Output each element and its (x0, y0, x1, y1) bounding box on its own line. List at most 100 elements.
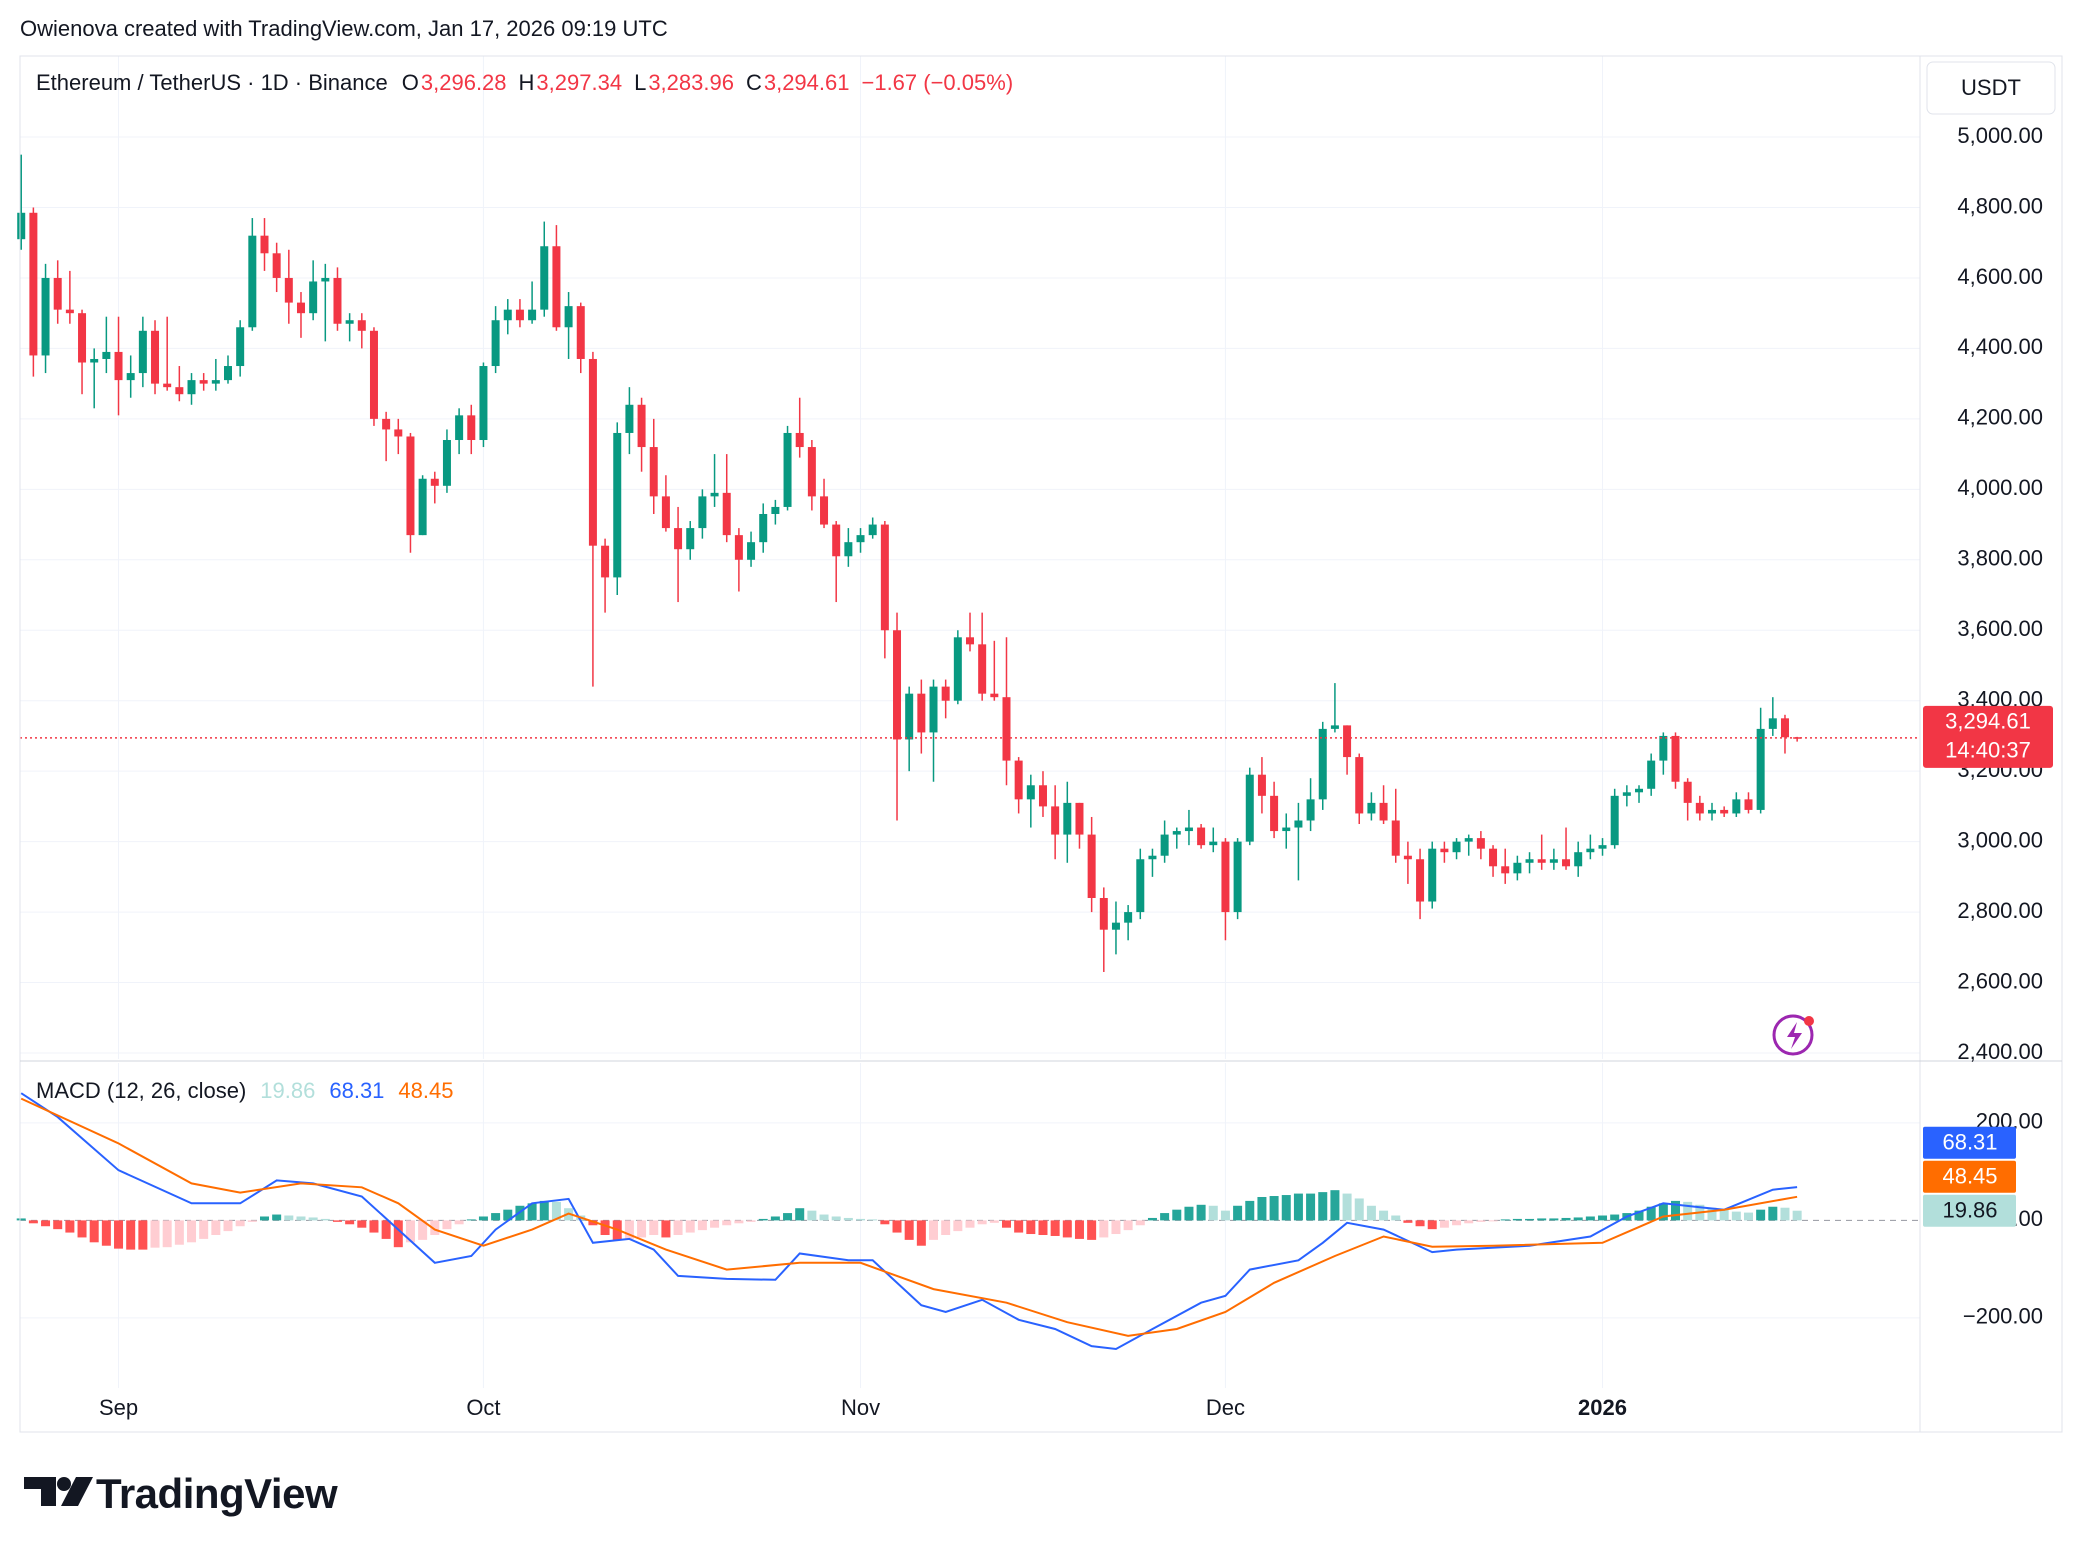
histogram-bar (503, 1209, 513, 1221)
candle-body (491, 320, 500, 367)
candle-body (698, 496, 707, 529)
histogram-bar (1342, 1193, 1352, 1221)
macd-value: 68.31 (329, 1078, 385, 1103)
candle-body (455, 415, 464, 441)
candle-body (1440, 848, 1449, 853)
candle-body (722, 492, 731, 536)
histogram-bar (235, 1220, 245, 1227)
histogram-bar (916, 1220, 926, 1246)
histogram-bar (16, 1218, 26, 1221)
macd-value: 48.45 (398, 1078, 454, 1103)
logo-dot (57, 1477, 71, 1491)
histogram-bar (1014, 1220, 1024, 1233)
histogram-bar (1780, 1207, 1790, 1221)
price-tag-label: 3,294.61 (1945, 709, 2031, 734)
candle-body (1598, 845, 1607, 849)
histogram-bar (1464, 1220, 1474, 1224)
y-tick-label: 2,600.00 (1957, 968, 2043, 993)
histogram-bar (807, 1210, 817, 1221)
attribution: Owienova created with TradingView.com, J… (20, 16, 668, 41)
histogram-bar (114, 1220, 124, 1249)
candle-body (65, 309, 74, 314)
histogram-bar (1792, 1210, 1802, 1221)
candle-body (1586, 848, 1595, 853)
histogram-bar (1671, 1200, 1681, 1221)
candle-body (649, 447, 658, 497)
x-tick-label: 2026 (1578, 1395, 1627, 1420)
currency-button[interactable] (1926, 61, 2056, 115)
candle-body (224, 366, 233, 381)
candle-body (1574, 852, 1583, 867)
histogram-bar (1415, 1220, 1425, 1227)
histogram-bar (1403, 1220, 1413, 1223)
histogram-bar (41, 1220, 51, 1227)
histogram-bar (1439, 1220, 1449, 1228)
histogram-bar (308, 1217, 318, 1221)
macd-line (20, 1092, 1798, 1351)
candle-body (1732, 799, 1741, 814)
histogram-bar (843, 1217, 853, 1221)
histogram-bar (1269, 1196, 1279, 1221)
histogram-bar (892, 1220, 902, 1233)
candle-body (1051, 806, 1060, 835)
candle-body (479, 366, 488, 441)
candle-body (138, 330, 147, 374)
histogram-bar (1111, 1220, 1121, 1235)
candle-body (1343, 725, 1352, 758)
histogram-bar (1646, 1206, 1656, 1221)
histogram-bar (1707, 1207, 1717, 1221)
histogram-bar (259, 1216, 269, 1221)
histogram-bar (418, 1220, 428, 1240)
histogram-bar (1001, 1220, 1011, 1228)
histogram-bar (965, 1220, 975, 1228)
value-tag (1923, 1126, 2016, 1159)
candle-body (1537, 859, 1546, 863)
candle-body (1549, 859, 1558, 863)
y-tick-label: 2,400.00 (1957, 1039, 2043, 1064)
histogram-bar (1281, 1195, 1291, 1221)
histogram-bar (454, 1220, 464, 1225)
histogram-bar (856, 1218, 866, 1221)
candle-body (321, 277, 330, 282)
candle-body (1695, 802, 1704, 814)
candle-body (1111, 922, 1120, 930)
value-tag-label: 19.86 (1942, 1198, 1997, 1223)
candle-body (576, 306, 585, 359)
histogram-bar (405, 1220, 415, 1243)
histogram-bar (685, 1220, 695, 1233)
ohlc-letter: C (745, 70, 762, 95)
marks (16, 154, 1920, 1351)
candle-body (1038, 785, 1047, 807)
histogram-bar (1172, 1209, 1182, 1221)
histogram-bar (1379, 1210, 1389, 1221)
histogram-bar (1537, 1218, 1547, 1221)
frame (19, 55, 2063, 1433)
candle-body (90, 358, 99, 363)
candle-body (734, 535, 743, 560)
candle-body (1148, 855, 1157, 860)
histogram-bar (53, 1220, 63, 1230)
candle-body (163, 383, 172, 388)
alert-icon[interactable] (1772, 1014, 1814, 1056)
histogram-bar (831, 1216, 841, 1221)
candle-body (807, 447, 816, 497)
candle-body (236, 327, 245, 367)
candle-body (29, 212, 38, 356)
candle-body (296, 302, 305, 314)
histogram-bar (1087, 1220, 1097, 1240)
y-tick-label: 2,800.00 (1957, 898, 2043, 923)
candle-body (1452, 841, 1461, 853)
candle-body (1707, 809, 1716, 814)
histogram-bar (1743, 1212, 1753, 1221)
candle-body (199, 380, 208, 384)
candle-body (1282, 827, 1291, 832)
candle-body (1099, 897, 1108, 930)
candle-body (832, 524, 841, 557)
currency: USDT (1961, 75, 2021, 100)
histogram-bar (1476, 1220, 1486, 1222)
histogram-bar (697, 1220, 707, 1231)
candle-body (1610, 795, 1619, 846)
histogram-bar (527, 1203, 537, 1221)
candle-body (564, 306, 573, 328)
x-tick-label: Oct (466, 1395, 500, 1420)
